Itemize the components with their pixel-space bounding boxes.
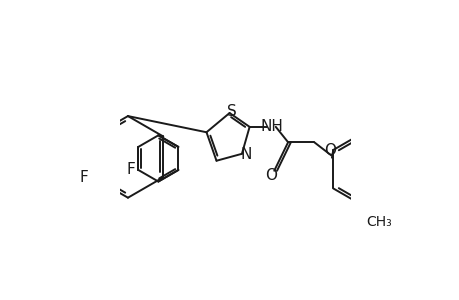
Text: CH₃: CH₃ (365, 214, 391, 229)
Text: NH: NH (260, 119, 282, 134)
Text: N: N (240, 148, 251, 163)
Text: F: F (79, 170, 88, 185)
Text: F: F (126, 163, 135, 178)
Text: S: S (227, 104, 236, 119)
Text: O: O (265, 168, 277, 183)
Text: O: O (324, 143, 336, 158)
